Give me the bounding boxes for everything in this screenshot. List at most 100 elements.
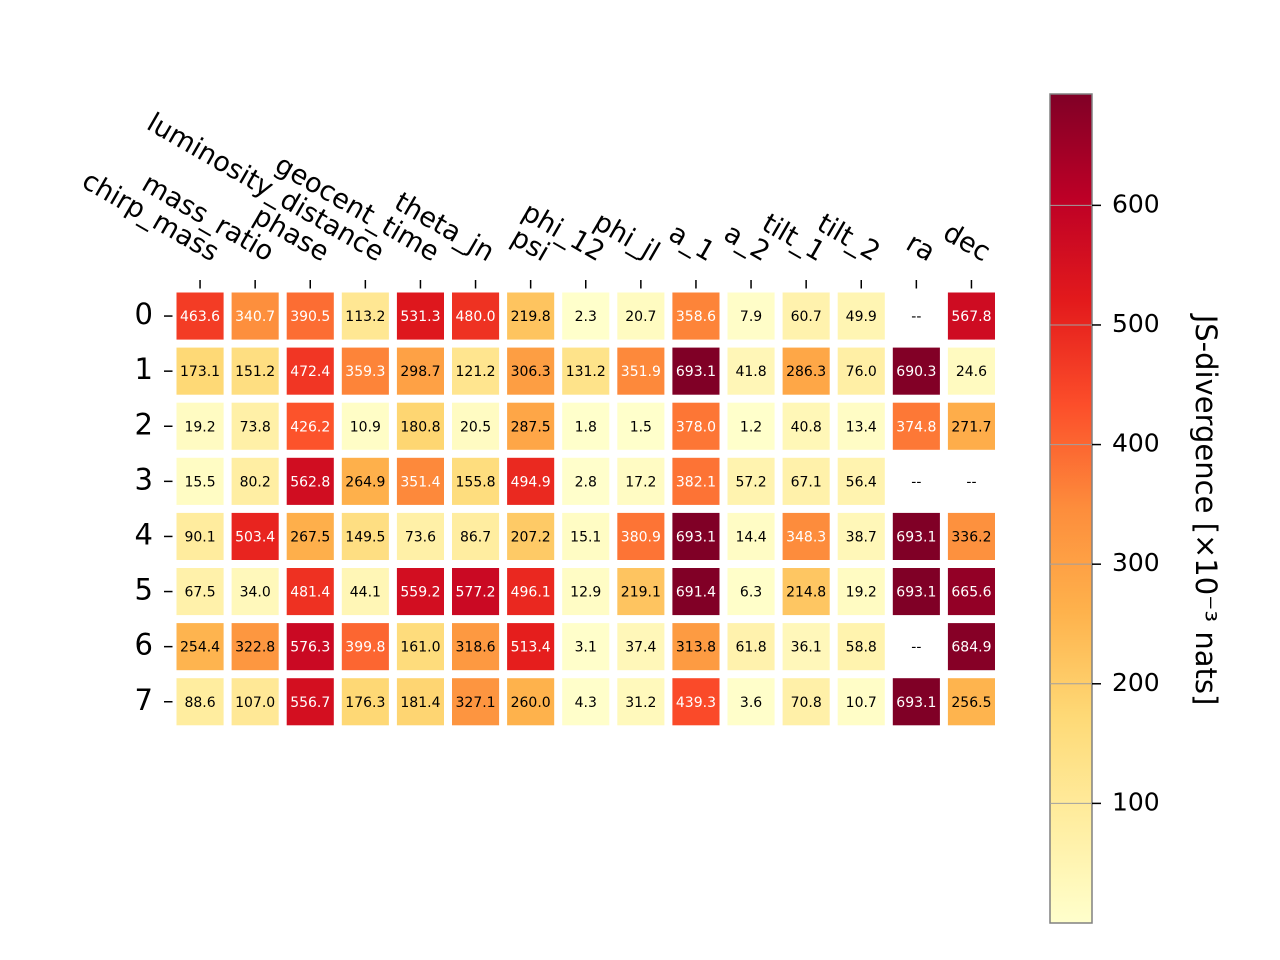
heatmap-cell bbox=[782, 457, 830, 505]
cell-value-label: 20.5 bbox=[460, 419, 491, 435]
cell-value-label: 219.8 bbox=[511, 309, 551, 325]
cell-value-label: 693.1 bbox=[896, 695, 936, 711]
heatmap-cells: 463.6 340.7 390.5 113.2 531.3 480.0 219.8 2.3 20… bbox=[176, 292, 995, 726]
cell-value-label: 358.6 bbox=[676, 309, 716, 325]
cell-value-label: 340.7 bbox=[235, 309, 275, 325]
cell-value-label: 90.1 bbox=[184, 529, 215, 545]
cell-value-label: 10.9 bbox=[350, 419, 381, 435]
heatmap-cell bbox=[176, 457, 224, 505]
cell-value-label: -- bbox=[966, 474, 976, 490]
heatmap-cell bbox=[617, 568, 665, 616]
heatmap-cell bbox=[341, 512, 389, 560]
cell-value-label: 61.8 bbox=[735, 640, 766, 656]
colorbar-tick-label: 400 bbox=[1112, 429, 1160, 458]
heatmap-cell bbox=[617, 623, 665, 671]
colorbar-tick-label: 300 bbox=[1112, 548, 1160, 577]
cell-value-label: 577.2 bbox=[456, 585, 496, 601]
cell-value-label: 34.0 bbox=[240, 585, 271, 601]
heatmap-cell bbox=[892, 678, 940, 726]
cell-value-label: 12.9 bbox=[570, 585, 601, 601]
cell-value-label: 181.4 bbox=[400, 695, 440, 711]
heatmap-cell bbox=[507, 457, 555, 505]
cell-value-label: 73.8 bbox=[240, 419, 271, 435]
x-tick-label: phi_jl bbox=[588, 206, 664, 268]
heatmap-cell bbox=[396, 623, 444, 671]
heatmap-cell bbox=[562, 512, 610, 560]
cell-value-label: 60.7 bbox=[791, 309, 822, 325]
cell-value-label: 73.6 bbox=[405, 529, 436, 545]
heatmap-cell bbox=[507, 292, 555, 340]
heatmap-cell bbox=[396, 347, 444, 395]
cell-value-label: 17.2 bbox=[625, 474, 656, 490]
cell-value-label: 503.4 bbox=[235, 529, 275, 545]
heatmap-cell bbox=[452, 568, 500, 616]
cell-value-label: 41.8 bbox=[735, 364, 766, 380]
colorbar-gradient bbox=[1049, 93, 1093, 924]
cell-value-label: 40.8 bbox=[791, 419, 822, 435]
heatmap-cell bbox=[176, 568, 224, 616]
colorbar: 100 200 300 400 500 600 JS-divergence [×10⁻³ … bbox=[1049, 93, 1223, 924]
cell-value-label: 58.8 bbox=[846, 640, 877, 656]
cell-value-label: 348.3 bbox=[786, 529, 826, 545]
heatmap-cell bbox=[672, 678, 720, 726]
cell-value-label: 155.8 bbox=[456, 474, 496, 490]
cell-value-label: 10.7 bbox=[846, 695, 877, 711]
heatmap-cell bbox=[396, 678, 444, 726]
heatmap-cell bbox=[507, 568, 555, 616]
heatmap-cell bbox=[452, 292, 500, 340]
y-tick-label: 5 bbox=[135, 573, 153, 607]
cell-value-label: 665.6 bbox=[951, 585, 991, 601]
heatmap-cell bbox=[507, 402, 555, 450]
cell-value-label: 380.9 bbox=[621, 529, 661, 545]
cell-value-label: 494.9 bbox=[511, 474, 551, 490]
heatmap-cell bbox=[562, 678, 610, 726]
heatmap-cell bbox=[672, 457, 720, 505]
cell-value-label: 44.1 bbox=[350, 585, 381, 601]
heatmap-cell bbox=[562, 623, 610, 671]
cell-value-label: 176.3 bbox=[345, 695, 385, 711]
cell-value-label: 691.4 bbox=[676, 585, 716, 601]
heatmap-cell bbox=[286, 678, 334, 726]
cell-value-label: 382.1 bbox=[676, 474, 716, 490]
heatmap-cell bbox=[947, 402, 995, 450]
heatmap-cell bbox=[176, 512, 224, 560]
cell-value-label: 15.5 bbox=[184, 474, 215, 490]
cell-value-label: 267.5 bbox=[290, 529, 330, 545]
cell-value-label: 472.4 bbox=[290, 364, 330, 380]
cell-value-label: 351.4 bbox=[400, 474, 440, 490]
cell-value-label: 86.7 bbox=[460, 529, 491, 545]
cell-value-label: 690.3 bbox=[896, 364, 936, 380]
y-tick-label: 6 bbox=[135, 628, 153, 662]
heatmap-cell bbox=[396, 402, 444, 450]
cell-value-label: 161.0 bbox=[400, 640, 440, 656]
cell-value-label: -- bbox=[911, 640, 921, 656]
heatmap-cell bbox=[286, 457, 334, 505]
cell-value-label: 57.2 bbox=[735, 474, 766, 490]
heatmap-cell bbox=[341, 292, 389, 340]
cell-value-label: 20.7 bbox=[625, 309, 656, 325]
heatmap-cell bbox=[727, 347, 775, 395]
heatmap-cell bbox=[672, 512, 720, 560]
cell-value-label: 3.6 bbox=[740, 695, 762, 711]
cell-value-label: 390.5 bbox=[290, 309, 330, 325]
x-tick-label: a_1 bbox=[664, 218, 720, 268]
x-tick-label: ra bbox=[901, 227, 940, 268]
heatmap-cell bbox=[782, 678, 830, 726]
cell-value-label: 359.3 bbox=[345, 364, 385, 380]
cell-value-label: 693.1 bbox=[896, 585, 936, 601]
heatmap-cell bbox=[562, 347, 610, 395]
heatmap-cell bbox=[176, 347, 224, 395]
cell-value-label: 693.1 bbox=[676, 364, 716, 380]
cell-value-label: 327.1 bbox=[456, 695, 496, 711]
heatmap-cell bbox=[837, 457, 885, 505]
cell-value-label: -- bbox=[911, 474, 921, 490]
colorbar-label: JS-divergence [×10⁻³ nats] bbox=[1189, 313, 1223, 706]
heatmap-cell bbox=[892, 568, 940, 616]
heatmap-cell bbox=[947, 568, 995, 616]
y-tick-label: 3 bbox=[135, 462, 153, 496]
cell-value-label: 149.5 bbox=[345, 529, 385, 545]
cell-value-label: 88.6 bbox=[184, 695, 215, 711]
cell-value-label: 207.2 bbox=[511, 529, 551, 545]
heatmap-cell bbox=[562, 568, 610, 616]
heatmap-cell bbox=[452, 402, 500, 450]
